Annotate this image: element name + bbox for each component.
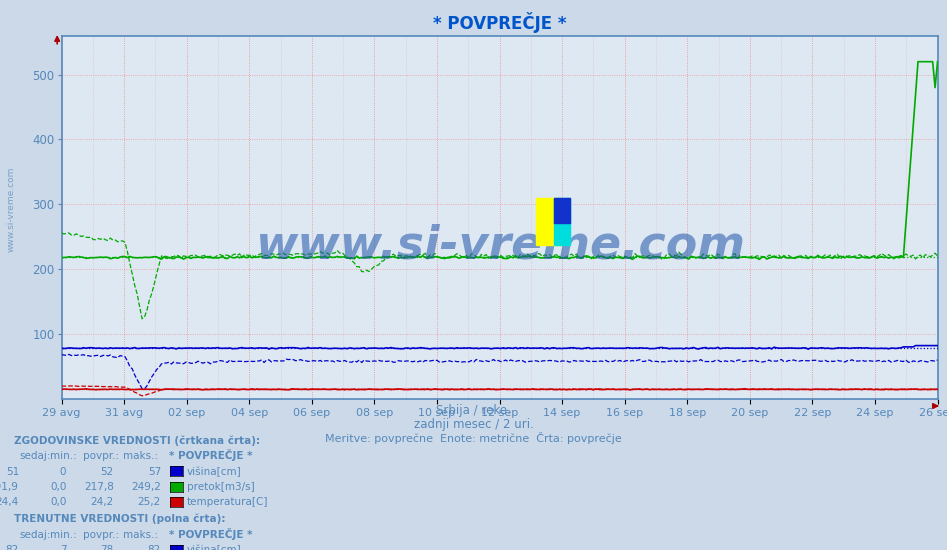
Text: povpr.:: povpr.: xyxy=(83,530,119,540)
Text: maks.:: maks.: xyxy=(123,451,158,461)
Text: ZGODOVINSKE VREDNOSTI (črtkana črta):: ZGODOVINSKE VREDNOSTI (črtkana črta): xyxy=(14,436,260,446)
Text: TRENUTNE VREDNOSTI (polna črta):: TRENUTNE VREDNOSTI (polna črta): xyxy=(14,514,225,524)
Text: 191,9: 191,9 xyxy=(0,482,19,492)
Text: * POVPREČJE *: * POVPREČJE * xyxy=(169,528,252,540)
Text: min.:: min.: xyxy=(50,451,77,461)
Text: 24,4: 24,4 xyxy=(0,497,19,508)
Text: 217,8: 217,8 xyxy=(83,482,114,492)
Bar xyxy=(554,197,570,223)
Text: 249,2: 249,2 xyxy=(131,482,161,492)
Text: 0: 0 xyxy=(60,466,66,477)
Text: sedaj:: sedaj: xyxy=(19,530,50,540)
Text: 25,2: 25,2 xyxy=(137,497,161,508)
Text: 7: 7 xyxy=(60,545,66,550)
Text: sedaj:: sedaj: xyxy=(19,451,50,461)
Text: 82: 82 xyxy=(148,545,161,550)
Text: višina[cm]: višina[cm] xyxy=(187,545,241,550)
Bar xyxy=(554,197,570,245)
Text: Meritve: povprečne  Enote: metrične  Črta: povprečje: Meritve: povprečne Enote: metrične Črta:… xyxy=(325,432,622,444)
Text: min.:: min.: xyxy=(50,530,77,540)
Text: www.si-vreme.com: www.si-vreme.com xyxy=(255,224,744,269)
Text: 57: 57 xyxy=(148,466,161,477)
Text: 82: 82 xyxy=(6,545,19,550)
Text: maks.:: maks.: xyxy=(123,530,158,540)
Text: Srbija / reke.: Srbija / reke. xyxy=(436,404,511,417)
Text: 52: 52 xyxy=(100,466,114,477)
Text: zadnji mesec / 2 uri.: zadnji mesec / 2 uri. xyxy=(414,418,533,431)
Text: 51: 51 xyxy=(6,466,19,477)
Text: povpr.:: povpr.: xyxy=(83,451,119,461)
Text: višina[cm]: višina[cm] xyxy=(187,466,241,477)
Text: 24,2: 24,2 xyxy=(90,497,114,508)
Text: pretok[m3/s]: pretok[m3/s] xyxy=(187,482,255,492)
Text: * POVPREČJE *: * POVPREČJE * xyxy=(169,449,252,461)
Text: 0,0: 0,0 xyxy=(50,497,66,508)
Text: 78: 78 xyxy=(100,545,114,550)
Text: temperatura[C]: temperatura[C] xyxy=(187,497,268,508)
Bar xyxy=(536,197,561,245)
Text: 0,0: 0,0 xyxy=(50,482,66,492)
Text: www.si-vreme.com: www.si-vreme.com xyxy=(7,166,16,252)
Title: * POVPREČJE *: * POVPREČJE * xyxy=(433,12,566,33)
